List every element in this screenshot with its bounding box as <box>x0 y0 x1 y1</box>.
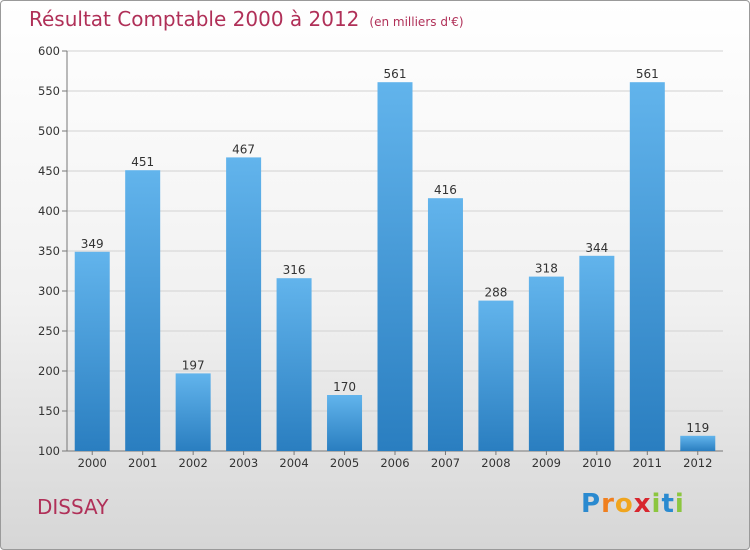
bar-2003 <box>226 157 262 451</box>
bar-2012 <box>680 435 716 451</box>
logo-letter: i <box>674 489 685 519</box>
y-tick-label-600: 600 <box>38 44 60 58</box>
proxiti-logo: Proxiti <box>581 489 685 519</box>
y-tick-label-250: 250 <box>38 324 60 338</box>
y-tick-label-150: 150 <box>38 404 60 418</box>
logo-letter: t <box>661 489 675 519</box>
bar-2001 <box>125 170 161 451</box>
logo-letter: o <box>614 489 634 519</box>
y-tick-label-350: 350 <box>38 244 60 258</box>
bar-2007 <box>427 198 463 451</box>
x-tick-label-2000: 2000 <box>78 456 107 470</box>
bar-layer <box>74 82 716 451</box>
value-label-2001: 451 <box>131 155 154 169</box>
y-tick-label-100: 100 <box>38 444 60 458</box>
value-label-2000: 349 <box>81 237 104 251</box>
value-label-2012: 119 <box>686 421 709 435</box>
x-tick-label-2004: 2004 <box>279 456 308 470</box>
value-label-2005: 170 <box>333 380 356 394</box>
logo-letter: P <box>581 489 602 519</box>
logo-letter: x <box>633 489 652 519</box>
value-label-2008: 288 <box>484 286 507 300</box>
value-label-2007: 416 <box>434 183 457 197</box>
bar-2002 <box>175 373 211 451</box>
y-tick-label-550: 550 <box>38 84 60 98</box>
value-label-2002: 197 <box>182 358 205 372</box>
y-tick-label-300: 300 <box>38 284 60 298</box>
x-tick-label-2012: 2012 <box>683 456 712 470</box>
bar-2000 <box>74 251 110 451</box>
bar-2008 <box>478 300 514 451</box>
y-tick-label-400: 400 <box>38 204 60 218</box>
y-tick-label-450: 450 <box>38 164 60 178</box>
bar-2011 <box>629 82 665 451</box>
value-label-2010: 344 <box>585 241 608 255</box>
x-tick-label-2011: 2011 <box>633 456 662 470</box>
value-label-2003: 467 <box>232 142 255 156</box>
x-tick-label-2009: 2009 <box>532 456 561 470</box>
x-tick-label-2002: 2002 <box>179 456 208 470</box>
chart-title-unit: (en milliers d'€) <box>369 15 464 29</box>
bar-2009 <box>528 276 564 451</box>
value-label-2009: 318 <box>535 262 558 276</box>
chart-title: Résultat Comptable 2000 à 2012 (en millie… <box>29 7 464 31</box>
commune-name: DISSAY <box>37 495 109 519</box>
bar-2005 <box>327 395 363 451</box>
x-tick-label-2005: 2005 <box>330 456 359 470</box>
x-tick-label-2010: 2010 <box>582 456 611 470</box>
bar-2006 <box>377 82 413 451</box>
x-tick-label-2007: 2007 <box>431 456 460 470</box>
y-tick-label-200: 200 <box>38 364 60 378</box>
bar-2010 <box>579 255 615 451</box>
x-tick-label-2008: 2008 <box>481 456 510 470</box>
value-label-2006: 561 <box>384 67 407 81</box>
label-layer: 349 451 197 467 316 170 561 416 288 318 344 561 119 <box>81 67 709 435</box>
x-tick-label-2006: 2006 <box>380 456 409 470</box>
logo-letter: i <box>651 489 662 519</box>
chart-title-main: Résultat Comptable 2000 à 2012 <box>29 7 360 31</box>
x-tick-label-2003: 2003 <box>229 456 258 470</box>
value-label-2011: 561 <box>636 67 659 81</box>
value-label-2004: 316 <box>283 263 306 277</box>
logo-letter: r <box>601 489 615 519</box>
bar-2004 <box>276 278 312 451</box>
y-tick-label-500: 500 <box>38 124 60 138</box>
x-tick-label-2001: 2001 <box>128 456 157 470</box>
